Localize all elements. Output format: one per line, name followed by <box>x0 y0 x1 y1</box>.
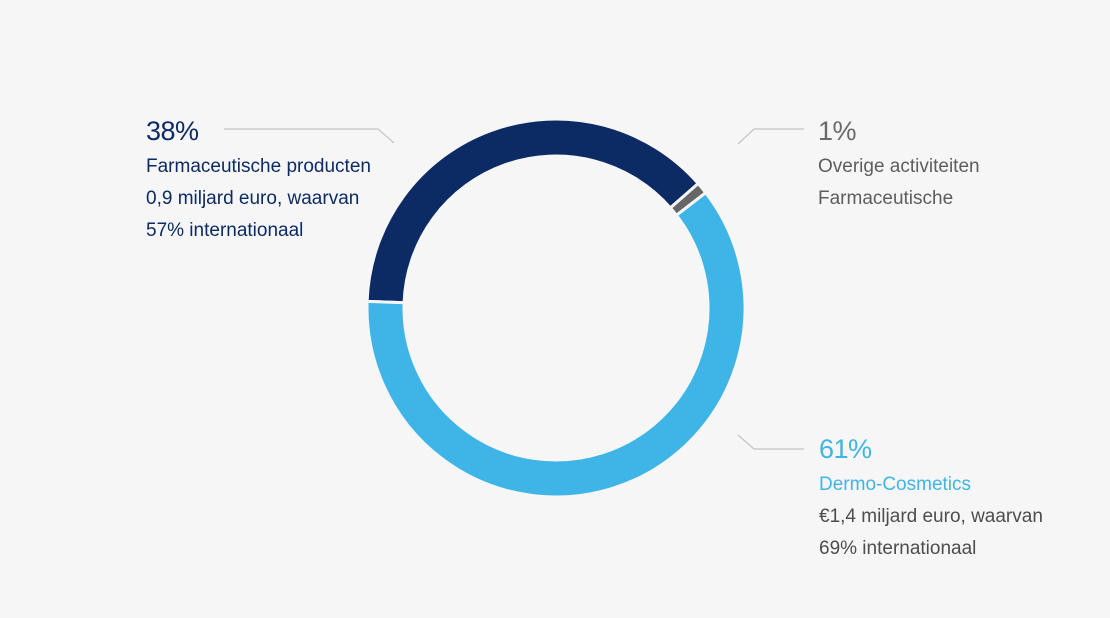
pharma-percent: 38% <box>146 116 199 146</box>
other-line-2: Farmaceutische <box>818 188 954 209</box>
dermo-line-2: €1,4 miljard euro, waarvan <box>819 506 1043 527</box>
pharma-line-2: 0,9 miljard euro, waarvan <box>146 188 360 209</box>
pharma-label: 38% Farmaceutische producten 0,9 miljard… <box>146 116 371 247</box>
leader-line-dermo <box>737 434 804 450</box>
slice-farmaceutische-producten <box>365 117 701 305</box>
other-label: 1% Overige activiteiten Farmaceutische <box>818 116 980 215</box>
pharma-line-1: Farmaceutische producten <box>146 156 371 177</box>
leader-line-other <box>737 128 804 145</box>
dermo-percent: 61% <box>819 434 872 464</box>
pharma-line-3: 57% internationaal <box>146 220 304 241</box>
slice-dermo-cosmetics <box>365 190 747 499</box>
leader-lines <box>224 128 804 450</box>
leader-line-pharma <box>224 128 395 144</box>
dermo-label: 61% Dermo-Cosmetics €1,4 miljard euro, w… <box>819 434 1043 565</box>
dermo-line-1: Dermo-Cosmetics <box>819 474 972 495</box>
other-percent: 1% <box>818 116 857 146</box>
dermo-line-3: 69% internationaal <box>819 538 977 559</box>
donut-slices <box>365 117 747 499</box>
other-line-1: Overige activiteiten <box>818 156 980 177</box>
